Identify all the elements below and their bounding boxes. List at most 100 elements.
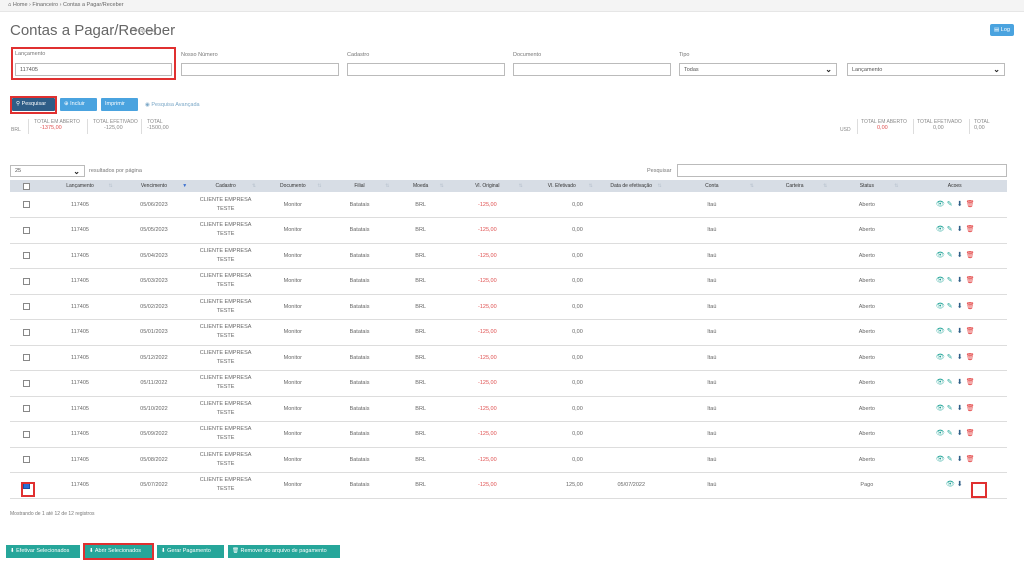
eye-icon[interactable]: 👁	[935, 404, 945, 412]
home-icon[interactable]: ⌂	[8, 2, 12, 8]
row-checkbox[interactable]	[23, 201, 31, 208]
eye-icon[interactable]: 👁	[935, 302, 945, 310]
sort-icon[interactable]: ⇅	[108, 183, 113, 189]
eye-icon[interactable]: 👁	[935, 430, 945, 438]
breadcrumb-home[interactable]: Home	[12, 2, 28, 8]
page-size-select[interactable]: 25 ⌄	[10, 165, 85, 177]
column-header[interactable]: Moeda ⇅	[393, 180, 448, 192]
download-icon[interactable]: ⬇	[956, 277, 963, 285]
column-header[interactable]: Acoes	[902, 180, 1007, 192]
trash-icon[interactable]: 🗑	[965, 200, 975, 208]
imprimir-button[interactable]: Imprimir	[101, 98, 138, 111]
sort-icon[interactable]: ⇅	[657, 183, 662, 189]
download-icon[interactable]: ⬇	[956, 353, 963, 361]
column-header[interactable]: Vencimento ▼	[116, 180, 192, 192]
date-field-select[interactable]: Lançamento ⌄	[847, 63, 1005, 76]
download-icon[interactable]: ⬇	[956, 379, 963, 387]
pesquisar-button[interactable]: ⚲ Pesquisar	[12, 98, 55, 111]
trash-icon[interactable]: 🗑	[965, 404, 975, 412]
eye-icon[interactable]: 👁	[935, 328, 945, 336]
remover-button[interactable]: 🗑 Remover do arquivo de pagamento	[228, 545, 340, 558]
download-icon[interactable]: ⬇	[956, 430, 963, 438]
eye-icon[interactable]: 👁	[935, 455, 945, 463]
incluir-button[interactable]: ⊕ Incluir	[60, 98, 97, 111]
sort-icon[interactable]: ⇅	[317, 183, 322, 189]
edit-icon[interactable]: ✎	[946, 430, 953, 438]
eye-icon[interactable]: 👁	[945, 481, 955, 489]
trash-icon[interactable]: 🗑	[965, 251, 975, 259]
sort-icon[interactable]: ⇅	[894, 183, 899, 189]
download-icon[interactable]: ⬇	[956, 455, 963, 463]
edit-icon[interactable]: ✎	[946, 226, 953, 234]
row-checkbox[interactable]	[23, 430, 31, 438]
edit-icon[interactable]: ✎	[946, 200, 953, 208]
eye-icon[interactable]: 👁	[935, 226, 945, 234]
column-header[interactable]: Cadastro ⇅	[191, 180, 261, 192]
column-header[interactable]: Filial ⇅	[325, 180, 394, 192]
download-icon[interactable]: ⬇	[956, 481, 963, 489]
column-header[interactable]: Documento ⇅	[260, 180, 326, 192]
sort-icon[interactable]: ⇅	[439, 183, 444, 189]
edit-icon[interactable]: ✎	[946, 353, 953, 361]
trash-icon[interactable]: 🗑	[965, 302, 975, 310]
eye-icon[interactable]: 👁	[935, 251, 945, 259]
eye-icon[interactable]: 👁	[935, 353, 945, 361]
eye-icon[interactable]: 👁	[935, 200, 945, 208]
cadastro-input[interactable]	[347, 63, 505, 76]
breadcrumb-financeiro[interactable]: Financeiro	[32, 2, 59, 8]
download-icon[interactable]: ⬇	[956, 251, 963, 259]
download-icon[interactable]: ⬇	[956, 200, 963, 208]
column-header[interactable]: Carteira ⇅	[757, 180, 832, 192]
sort-icon[interactable]: ⇅	[588, 183, 593, 189]
abrir-button[interactable]: ⬇ Abrir Selecionados	[85, 545, 152, 558]
edit-icon[interactable]: ✎	[946, 328, 953, 336]
log-button[interactable]: ▤ Log	[990, 24, 1014, 36]
row-checkbox[interactable]	[23, 303, 31, 311]
row-checkbox[interactable]	[23, 405, 31, 413]
row-checkbox[interactable]	[23, 456, 31, 464]
edit-icon[interactable]: ✎	[946, 277, 953, 285]
row-checkbox[interactable]	[23, 277, 31, 285]
efetivar-button[interactable]: ⬇ Efetivar Selecionados	[6, 545, 80, 558]
download-icon[interactable]: ⬇	[956, 302, 963, 310]
lancamento-input[interactable]: 117405	[15, 63, 172, 76]
sort-icon[interactable]: ⇅	[251, 183, 257, 189]
trash-icon[interactable]: 🗑	[965, 277, 975, 285]
sort-icon[interactable]: ⇅	[518, 183, 523, 189]
nosso-numero-input[interactable]	[181, 63, 339, 76]
column-header[interactable]: Data de efetivação ⇅	[596, 180, 666, 192]
edit-icon[interactable]: ✎	[946, 302, 953, 310]
sort-icon[interactable]: ⇅	[823, 183, 828, 189]
table-search-input[interactable]	[677, 164, 1007, 177]
documento-input[interactable]	[513, 63, 671, 76]
column-header[interactable]: Status ⇅	[831, 180, 903, 192]
column-header[interactable]: Vl. Original ⇅	[447, 180, 527, 192]
trash-icon[interactable]: 🗑	[965, 226, 975, 234]
column-header[interactable]: Conta ⇅	[665, 180, 758, 192]
row-checkbox[interactable]	[23, 379, 31, 387]
trash-icon[interactable]: 🗑	[965, 455, 975, 463]
select-all-checkbox[interactable]	[23, 182, 31, 190]
sort-desc-icon[interactable]: ▼	[182, 183, 188, 189]
download-icon[interactable]: ⬇	[956, 226, 963, 234]
trash-icon[interactable]: 🗑	[965, 379, 975, 387]
edit-icon[interactable]: ✎	[946, 404, 953, 412]
sort-icon[interactable]: ⇅	[749, 183, 754, 189]
edit-icon[interactable]: ✎	[946, 379, 953, 387]
trash-icon[interactable]: 🗑	[965, 353, 975, 361]
edit-icon[interactable]: ✎	[946, 251, 953, 259]
gerar-button[interactable]: ⬇ Gerar Pagamento	[157, 545, 224, 558]
edit-icon[interactable]: ✎	[946, 455, 953, 463]
download-icon[interactable]: ⬇	[956, 404, 963, 412]
eye-icon[interactable]: 👁	[935, 277, 945, 285]
column-header[interactable]: Vl. Efetivado ⇅	[526, 180, 597, 192]
row-checkbox[interactable]	[23, 328, 31, 336]
trash-icon[interactable]: 🗑	[965, 328, 975, 336]
trash-icon[interactable]: 🗑	[965, 430, 975, 438]
download-icon[interactable]: ⬇	[956, 328, 963, 336]
select-all-header[interactable]	[10, 180, 44, 192]
tipo-select[interactable]: Todas ⌄	[679, 63, 837, 76]
eye-icon[interactable]: 👁	[935, 379, 945, 387]
column-header[interactable]: Lançamento ⇅	[43, 180, 117, 192]
row-checkbox[interactable]	[23, 252, 31, 260]
